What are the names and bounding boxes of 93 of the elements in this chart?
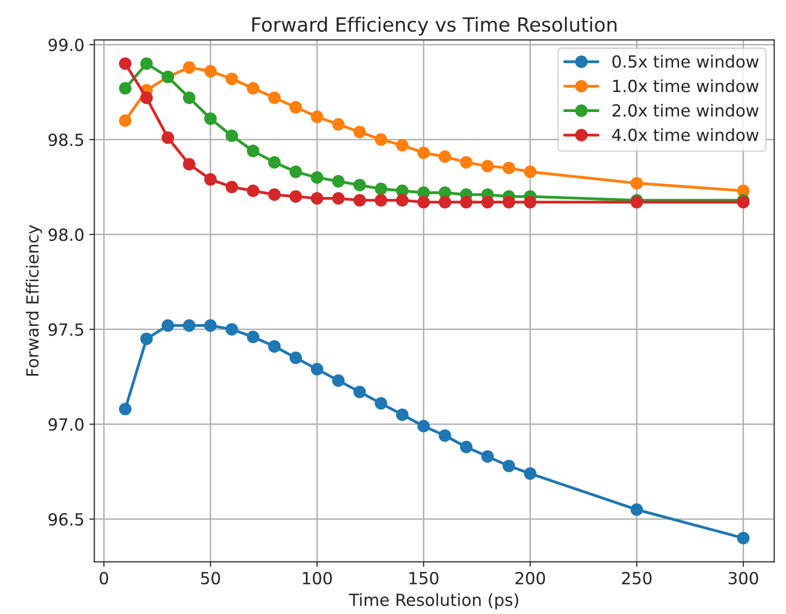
point: [289, 352, 302, 364]
point: [140, 332, 153, 346]
point: [374, 397, 388, 410]
point: [332, 118, 345, 131]
point: [481, 160, 494, 172]
chart-title: Forward Efficiency vs Time Resolution: [252, 16, 616, 36]
legend-label: 4.0x time window: [612, 128, 759, 142]
legend-label: 1.0x time window: [613, 79, 759, 92]
point: [438, 196, 452, 208]
point: [374, 133, 388, 146]
point: [332, 374, 345, 387]
point: [289, 166, 302, 178]
point: [374, 194, 388, 207]
point: [353, 126, 366, 138]
point: [118, 57, 132, 70]
point: [118, 82, 132, 95]
point: [396, 194, 409, 207]
x-tick-label: 50: [201, 572, 220, 584]
point: [353, 178, 366, 192]
point: [524, 166, 536, 178]
point: [204, 64, 217, 78]
point: [353, 194, 366, 207]
x-tick-label: 0: [100, 572, 108, 584]
point: [460, 440, 472, 454]
point: [310, 362, 324, 376]
point: [204, 319, 217, 332]
point: [438, 150, 452, 163]
point: [502, 460, 516, 472]
point: [630, 503, 643, 516]
point: [396, 408, 409, 421]
point: [438, 429, 452, 442]
point: [481, 450, 494, 463]
point: [226, 130, 238, 142]
point: [162, 319, 174, 332]
point: [353, 386, 366, 398]
point: [204, 112, 217, 125]
point: [502, 162, 516, 174]
y-axis-title: Forward Efficiency: [26, 224, 42, 376]
point: [246, 184, 260, 198]
point: [268, 92, 281, 104]
y-tick-label: 97.5: [48, 323, 84, 336]
point: [204, 173, 217, 186]
point: [289, 190, 302, 203]
point: [417, 146, 430, 160]
point: [246, 82, 260, 95]
point: [182, 158, 196, 170]
y-tick-label: 97.0: [48, 418, 84, 431]
point: [374, 182, 388, 196]
legend-label: 2.0x time window: [612, 104, 759, 117]
point: [118, 114, 132, 127]
y-tick-label: 98.5: [48, 134, 84, 146]
point: [524, 196, 536, 208]
point: [182, 61, 196, 74]
point: [140, 57, 153, 70]
point: [118, 402, 132, 416]
point: [310, 110, 324, 124]
x-tick-label: 300: [728, 572, 758, 584]
y-tick-label: 98.0: [48, 228, 84, 242]
point: [268, 188, 281, 201]
point: [481, 196, 494, 208]
point: [417, 196, 430, 208]
point: [310, 192, 324, 205]
point: [502, 196, 516, 208]
point: [268, 156, 281, 169]
legend-label: 0.5x time window: [612, 54, 759, 68]
point: [460, 196, 472, 208]
point: [289, 101, 302, 114]
point: [246, 330, 260, 344]
point: [140, 92, 153, 104]
point: [630, 176, 643, 190]
point: [460, 156, 472, 169]
y-tick-label: 99.0: [48, 38, 84, 52]
point: [332, 175, 345, 188]
point: [246, 144, 260, 158]
point: [332, 192, 345, 205]
point: [310, 171, 324, 184]
point: [396, 138, 409, 152]
point: [737, 532, 750, 544]
point: [226, 180, 238, 194]
point: [524, 467, 536, 480]
point: [417, 420, 430, 432]
y-tick-label: 96.5: [48, 513, 84, 526]
x-axis-title: Time Resolution (ps): [348, 593, 518, 610]
x-tick-label: 150: [410, 572, 438, 584]
point: [226, 323, 238, 336]
point: [182, 319, 196, 332]
x-tick-label: 100: [302, 572, 332, 584]
point: [268, 340, 281, 353]
x-tick-label: 200: [515, 572, 545, 584]
point: [162, 131, 174, 144]
x-tick-label: 250: [622, 572, 652, 584]
point: [182, 92, 196, 104]
point: [226, 72, 238, 86]
